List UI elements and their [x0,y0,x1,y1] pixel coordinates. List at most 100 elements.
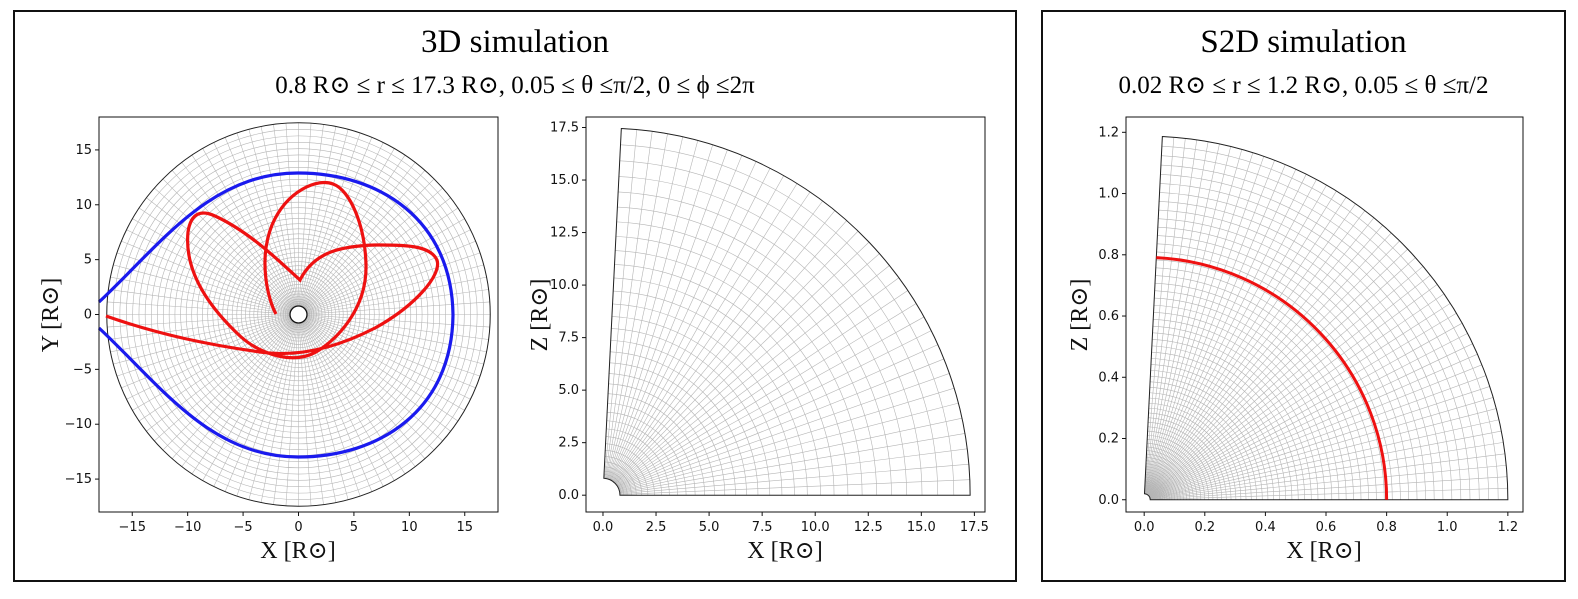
xz-grid-radial [615,253,880,485]
s2d-grid-arc [1144,491,1153,500]
s2d-grid-arc [1145,482,1162,500]
xy-xtick-label: 10 [401,520,418,535]
xz-grid-arc [605,436,663,496]
s2d-ylabel: Z [R⊙] [1067,279,1093,352]
xz-grid-radial [618,344,938,489]
xz-grid-arc [615,236,863,496]
xz-grid-arc [614,264,835,496]
xz-grid-radial [617,316,925,488]
xz-ylabel: Z [R⊙] [527,279,553,352]
s2d-grid-radial [1150,419,1500,499]
s2d-grid-arc [1160,164,1480,500]
s2d-grid-radial [1146,174,1307,495]
xy-xtick-label: −15 [119,520,146,535]
xy-xtick-label: 5 [350,520,358,535]
panel-3d-simulation: 3D simulation 0.8 R⊙ ≤ r ≤ 17.3 R⊙, 0.05… [13,10,1017,582]
xy-grid-spoke [171,170,293,309]
panel-s2d-title: S2D simulation [1200,24,1407,60]
xz-ytick-label: 7.5 [558,331,579,346]
s2d-grid-arc [1161,145,1499,500]
s2d-ytick-label: 0.0 [1098,493,1119,508]
s2d-red-arc-curve [1156,256,1389,500]
xz-grid-arc [603,476,622,496]
xy-grid-spoke [304,320,443,442]
xz-grid-arc [618,176,923,496]
xz-grid-radial [605,133,668,479]
xy-ytick-label: 0 [84,308,92,323]
xz-grid-radial [604,129,638,479]
xy-grid-spoke [302,322,384,487]
xz-grid-arc [611,316,783,496]
xy-xlabel: X [R⊙] [260,538,335,564]
xy-ylabel: Y [R⊙] [38,278,64,353]
s2d-grid-arc [1153,304,1340,500]
xz-grid-radial [607,144,713,480]
s2d-grid-radial [1146,179,1317,495]
s2d-grid-arc [1156,243,1401,500]
s2d-grid-radial [1148,275,1431,497]
xz-grid-arc [613,290,808,496]
s2d-grid-arc [1146,460,1184,500]
xz-grid-arc [608,393,705,496]
xz-xtick-label: 15.0 [907,520,936,535]
xy-grid-spoke [307,276,487,314]
xy-grid-spoke [260,126,298,306]
s2d-grid-arc [1153,319,1326,500]
s2d-grid-radial [1148,232,1392,496]
s2d-grid-radial [1147,225,1383,496]
s2d-grid-radial [1145,146,1231,494]
xz-plane-plot: 0.0 2.5 5.0 7.5 10.0 12.5 15.0 17.5 0.0 2.5 5.0 7.5… [527,116,989,564]
s2d-grid-arc [1157,235,1409,500]
s2d-grid-radial [1145,143,1220,494]
s2d-grid-radial [1147,197,1347,495]
xz-ytick-label: 10.0 [550,278,579,293]
s2d-grid-radial [1144,138,1186,494]
s2d-grid-arc [1152,325,1319,500]
s2d-grid-arc [1144,486,1158,500]
xz-grid-arc [609,373,726,496]
s2d-grid-arc [1145,480,1164,500]
xy-grid-spoke [306,318,471,400]
s2d-grid-arc [1144,484,1160,500]
xz-grid-arc [611,328,771,496]
xy-grid-spoke [213,142,295,307]
s2d-grid-arc [1151,351,1293,500]
xy-grid-spoke [300,322,349,500]
s2d-grid-arc [1153,312,1333,500]
xz-xtick-label: 5.0 [699,520,720,535]
xy-grid-spoke [302,142,384,307]
s2d-grid-arc [1155,282,1362,500]
s2d-plot: 0.0 0.2 0.4 0.6 0.8 1.0 1.2 0.0 0.2 0.4 0.6 0.8 1.0 1… [1067,116,1524,564]
xz-grid-radial [619,402,959,492]
xy-ytick-label: −10 [65,417,92,432]
xy-grid-spoke [306,317,481,377]
xz-grid-arc [605,443,655,496]
s2d-grid-radial [1149,293,1445,497]
xy-grid-spoke [303,154,406,308]
xz-grid-arc [608,383,715,496]
xy-grid-spoke [224,322,296,492]
panel-s2d-simulation: S2D simulation 0.02 R⊙ ≤ r ≤ 1.2 R⊙, 0.0… [1041,10,1566,582]
s2d-ytick-label: 0.4 [1098,370,1119,385]
s2d-grid-arc [1152,332,1312,500]
s2d-grid-arc [1146,453,1191,500]
xy-grid-spoke [132,318,291,411]
s2d-grid-arc [1160,174,1471,500]
xy-grid-spoke [181,321,294,467]
xy-grid-spoke [146,319,292,432]
xy-grid-spoke [299,126,337,306]
s2d-grid-radial [1144,139,1198,494]
xy-grid-spoke [162,178,293,309]
blue-trajectory [97,171,455,459]
s2d-grid-arc [1146,457,1187,500]
xy-grid-spoke [213,322,295,487]
xy-grid-spoke [138,207,292,310]
s2d-grid-arc [1152,339,1306,500]
xz-grid-arc [609,362,736,496]
s2d-xtick-label: 1.0 [1437,520,1458,535]
xz-grid-arc [613,277,821,496]
xy-grid-spoke [202,322,295,481]
s2d-grid-radial [1149,303,1451,497]
xz-grid-arc [606,420,678,496]
s2d-grid-arc [1151,345,1299,500]
